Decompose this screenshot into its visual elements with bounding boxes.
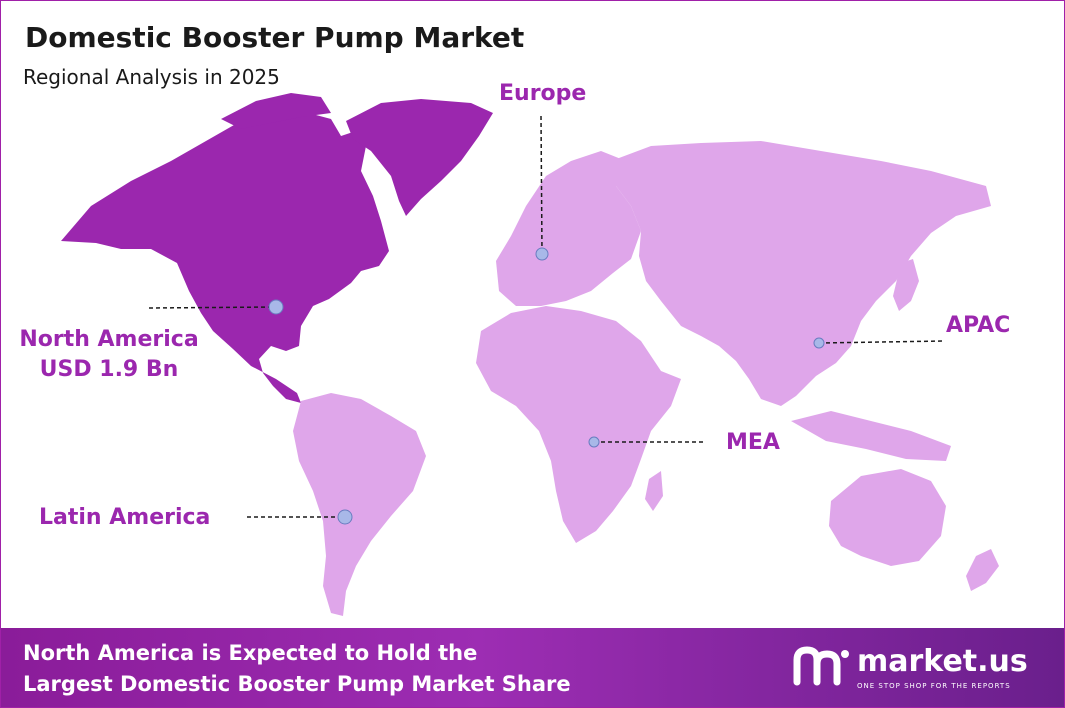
marker-europe [535, 247, 549, 261]
marker-apac [813, 337, 825, 349]
connector-north-america [148, 306, 277, 309]
label-apac: APAC [946, 313, 1011, 338]
world-map-svg [61, 93, 999, 616]
brand-mark-icon [793, 646, 849, 686]
label-north-america: North America USD 1.9 Bn [15, 325, 203, 385]
world-map [1, 1, 1064, 627]
connector-europe [540, 115, 543, 254]
greenland-shape [346, 99, 493, 216]
label-latin-america: Latin America [39, 505, 211, 530]
label-europe: Europe [499, 81, 587, 106]
madagascar-shape [645, 471, 663, 511]
north-america-shape [61, 109, 389, 403]
footer-statement: North America is Expected to Hold the La… [23, 638, 571, 700]
footer-line-2: Largest Domestic Booster Pump Market Sha… [23, 672, 571, 696]
asia-shape [611, 141, 991, 406]
brand-logo: market.us ONE STOP SHOP FOR THE REPORTS [791, 642, 1051, 698]
africa-shape [476, 306, 681, 543]
southeast-asia-shape [791, 411, 951, 461]
label-mea: MEA [726, 430, 780, 455]
marker-latin-america [337, 509, 353, 525]
label-north-america-value: USD 1.9 Bn [39, 357, 179, 382]
brand-tagline: ONE STOP SHOP FOR THE REPORTS [857, 682, 1011, 690]
europe-shape [496, 151, 641, 306]
south-america-shape [293, 393, 426, 616]
arctic-islands-shape [221, 93, 331, 129]
marker-north-america [268, 299, 284, 315]
page-title: Domestic Booster Pump Market [25, 21, 525, 54]
japan-shape [893, 259, 919, 311]
footer-line-1: North America is Expected to Hold the [23, 641, 478, 665]
australia-shape [829, 469, 946, 566]
page-subtitle: Regional Analysis in 2025 [23, 65, 280, 89]
new-zealand-shape [966, 549, 999, 591]
footer-banner: North America is Expected to Hold the La… [1, 628, 1064, 707]
brand-name: market.us [857, 644, 1028, 679]
marker-mea [588, 436, 600, 448]
label-north-america-name: North America [19, 327, 199, 352]
